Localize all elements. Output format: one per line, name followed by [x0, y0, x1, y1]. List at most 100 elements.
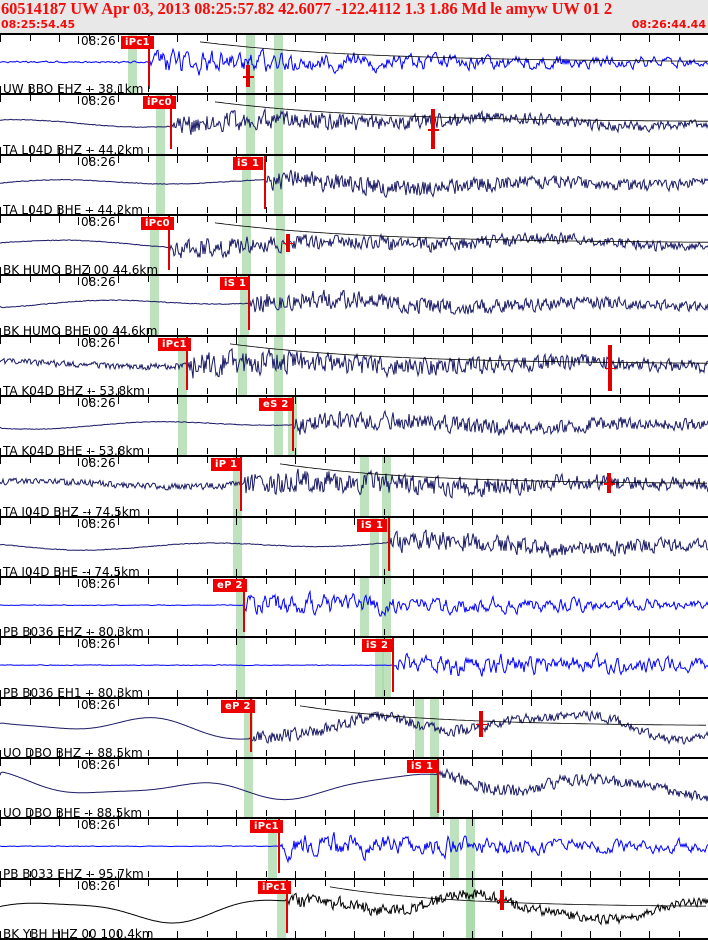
phase-pick-label[interactable]: iPc0: [143, 96, 176, 110]
amplitude-crossbar: [497, 899, 508, 902]
phase-pick-label[interactable]: iPc1: [158, 337, 191, 351]
trace-panel[interactable]: iPc1 08:26 UW BBO EHZ -- 38.1km: [0, 33, 708, 96]
time-axis-ticks: [0, 930, 708, 938]
station-channel-label: TA L04D BHZ -- 44.2km: [3, 142, 144, 156]
theoretical-arrival-band: [244, 698, 253, 757]
phase-pick-label[interactable]: eS 2: [259, 397, 293, 411]
time-axis-ticks: [0, 689, 708, 697]
minute-time-label: 08:26: [81, 638, 116, 652]
phase-pick-label[interactable]: iPc0: [141, 216, 174, 230]
trace-panel[interactable]: iPc1 08:26 TA K04D BHZ -- 53.8km: [0, 336, 708, 397]
amplitude-marker[interactable]: [283, 233, 294, 252]
time-axis-ticks: [0, 568, 708, 576]
trace-panel[interactable]: iPc0 08:26 TA L04D BHZ -- 44.2km: [0, 95, 708, 156]
phase-pick-line[interactable]: [264, 155, 266, 210]
trace-panel[interactable]: iS 2 08:26 PB B036 EH1 -- 80.3km: [0, 638, 708, 699]
coda-decay-curve: [199, 41, 708, 62]
phase-pick-line[interactable]: [286, 879, 288, 934]
phase-pick-label[interactable]: iPc1: [121, 36, 154, 49]
station-channel-label: TA J04D BHE -- 74.5km: [3, 564, 140, 578]
minute-tick-mark: [78, 156, 79, 165]
phase-pick-line[interactable]: [243, 577, 245, 632]
trace-panel[interactable]: iPc0 08:26 BK HUMO BHZ 00 44.6km: [0, 215, 708, 277]
time-axis-ticks: [0, 749, 708, 757]
theoretical-arrival-band: [242, 215, 251, 275]
theoretical-arrival-band: [236, 577, 245, 637]
phase-pick-line[interactable]: [388, 517, 390, 572]
theoretical-arrival-band: [150, 276, 159, 335]
minute-tick-mark: [78, 96, 79, 105]
theoretical-arrival-band: [240, 276, 249, 335]
amplitude-marker[interactable]: [604, 473, 615, 494]
phase-pick-line[interactable]: [250, 698, 252, 753]
phase-pick-label[interactable]: iS 1: [220, 277, 251, 291]
waveform-trace: [0, 290, 708, 316]
trace-panel[interactable]: iPc1 08:26 PB B033 EHZ -- 95.7km: [0, 819, 708, 880]
phase-pick-line[interactable]: [278, 819, 280, 873]
phase-pick-label[interactable]: iPc1: [258, 880, 291, 894]
time-axis-ticks: [0, 387, 708, 395]
theoretical-arrival-band: [466, 879, 475, 938]
trace-panel[interactable]: iPc1 08:26 BK YBH HHZ 00 100.4km: [0, 879, 708, 940]
phase-pick-line[interactable]: [392, 638, 394, 692]
station-channel-label: UO DBO BHE -- 88.5km: [3, 806, 143, 820]
phase-pick-line[interactable]: [292, 396, 294, 451]
phase-pick-line[interactable]: [148, 35, 150, 89]
amplitude-marker[interactable]: [605, 344, 616, 391]
theoretical-arrival-band: [244, 758, 253, 818]
trace-panel[interactable]: iS 1 08:26 TA L04D BHE -- 44.2km: [0, 155, 708, 216]
minute-tick-mark: [78, 216, 79, 225]
trace-panel[interactable]: eS 2 08:26 TA K04D BHE -- 53.8km: [0, 396, 708, 458]
phase-pick-label[interactable]: iS 1: [357, 518, 388, 532]
theoretical-arrival-band: [370, 517, 379, 576]
trace-panel[interactable]: eP 2 08:26 PB B036 EHZ -- 80.3km: [0, 577, 708, 639]
theoretical-arrival-band: [268, 819, 277, 878]
phase-pick-label[interactable]: iP 1: [211, 458, 242, 472]
time-axis-ticks: [0, 95, 708, 103]
waveform-trace: [0, 41, 708, 76]
theoretical-arrival-band: [375, 638, 384, 697]
phase-pick-label[interactable]: iPc1: [250, 820, 283, 834]
phase-pick-line[interactable]: [437, 758, 439, 813]
phase-pick-line[interactable]: [186, 336, 188, 391]
trace-panel[interactable]: eP 2 08:26 UO DBO BHZ -- 88.5km: [0, 698, 708, 759]
time-axis-ticks: [0, 215, 708, 223]
trace-panel[interactable]: iS 1 08:26 UO DBO BHE -- 88.5km: [0, 758, 708, 820]
station-channel-label: UO DBO BHZ -- 88.5km: [3, 745, 143, 759]
theoretical-arrival-band: [128, 35, 137, 94]
phase-pick-line[interactable]: [170, 95, 172, 149]
minute-time-label: 08:26: [81, 155, 116, 169]
theoretical-arrival-band: [233, 457, 242, 516]
phase-pick-label[interactable]: iS 1: [233, 156, 264, 170]
waveform-trace: [0, 832, 708, 864]
phase-pick-line[interactable]: [248, 276, 250, 330]
phase-pick-line[interactable]: [168, 215, 170, 270]
trace-panel[interactable]: iP 1 08:26 TA J04D BHZ -- 74.5km: [0, 457, 708, 518]
amplitude-marker[interactable]: [497, 889, 508, 910]
time-axis-ticks: [0, 155, 708, 163]
station-channel-label: TA L04D BHE -- 44.2km: [3, 202, 143, 216]
theoretical-arrival-band: [274, 336, 283, 395]
amplitude-marker[interactable]: [476, 710, 487, 737]
phase-pick-label[interactable]: iS 1: [407, 759, 438, 773]
amplitude-marker[interactable]: [243, 65, 254, 87]
minute-time-label: 08:26: [81, 396, 116, 410]
amplitude-marker[interactable]: [428, 109, 439, 150]
minute-time-label: 08:26: [81, 336, 116, 350]
phase-pick-label[interactable]: iS 2: [362, 639, 393, 653]
minute-tick-mark: [78, 277, 79, 286]
trace-panel[interactable]: iS 1 08:26 TA J04D BHE -- 74.5km: [0, 517, 708, 578]
trace-panel[interactable]: iS 1 08:26 BK HUMO BHE 00 44.6km: [0, 276, 708, 337]
phase-pick-label[interactable]: eP 2: [221, 699, 255, 713]
coda-decay-curve: [214, 101, 708, 122]
phase-pick-label[interactable]: eP 2: [213, 578, 247, 592]
minute-tick-mark: [78, 397, 79, 406]
minute-time-label: 08:26: [81, 276, 116, 290]
minute-time-label: 08:26: [81, 819, 116, 833]
waveform-trace: [0, 767, 708, 802]
window-end-time: 08:26:44.44: [631, 18, 706, 31]
amplitude-crossbar: [605, 367, 616, 370]
theoretical-arrival-band: [382, 638, 391, 697]
station-channel-label: TA K04D BHZ -- 53.8km: [3, 383, 145, 397]
phase-pick-line[interactable]: [240, 457, 242, 511]
